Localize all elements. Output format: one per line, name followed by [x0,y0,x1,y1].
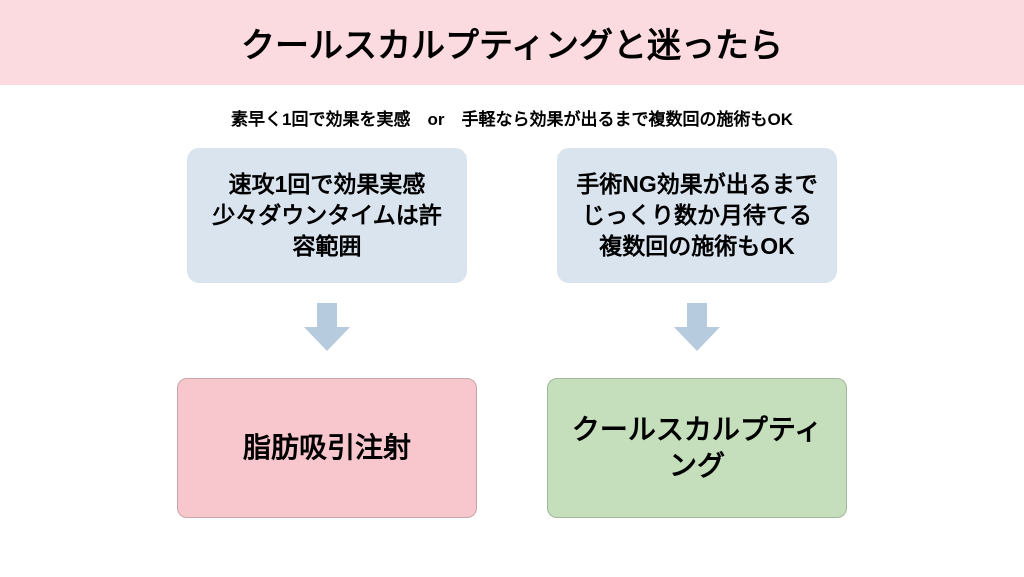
left-result-box: 脂肪吸引注射 [177,378,477,518]
left-result-text: 脂肪吸引注射 [243,430,411,466]
title-bar: クールスカルプティングと迷ったら [0,0,1024,85]
subtitle: 素早く1回で効果を実感 or 手軽なら効果が出るまで複数回の施術もOK [0,105,1024,130]
left-column: 速攻1回で効果実感 少々ダウンタイムは許容範囲 脂肪吸引注射 [172,148,482,518]
title-text: クールスカルプティングと迷ったら [241,27,783,65]
subtitle-text: 素早く1回で効果を実感 or 手軽なら効果が出るまで複数回の施術もOK [231,110,793,129]
arrow-down-icon [674,303,720,351]
right-arrow [674,303,720,356]
right-desc-line2: 複数回の施術もOK [575,231,819,262]
columns-container: 速攻1回で効果実感 少々ダウンタイムは許容範囲 脂肪吸引注射 手術NG効果が出る… [0,148,1024,518]
arrow-down-icon [304,303,350,351]
right-description-box: 手術NG効果が出るまでじっくり数か月待てる 複数回の施術もOK [557,148,837,283]
left-arrow-path [304,303,350,351]
right-arrow-path [674,303,720,351]
right-column: 手術NG効果が出るまでじっくり数か月待てる 複数回の施術もOK クールスカルプテ… [542,148,852,518]
left-arrow [304,303,350,356]
left-desc-line1: 速攻1回で効果実感 [205,169,449,200]
left-description-box: 速攻1回で効果実感 少々ダウンタイムは許容範囲 [187,148,467,283]
right-result-text: クールスカルプティング [558,412,836,485]
left-desc-line2: 少々ダウンタイムは許容範囲 [205,200,449,262]
right-desc-line1: 手術NG効果が出るまでじっくり数か月待てる [575,169,819,231]
right-result-box: クールスカルプティング [547,378,847,518]
